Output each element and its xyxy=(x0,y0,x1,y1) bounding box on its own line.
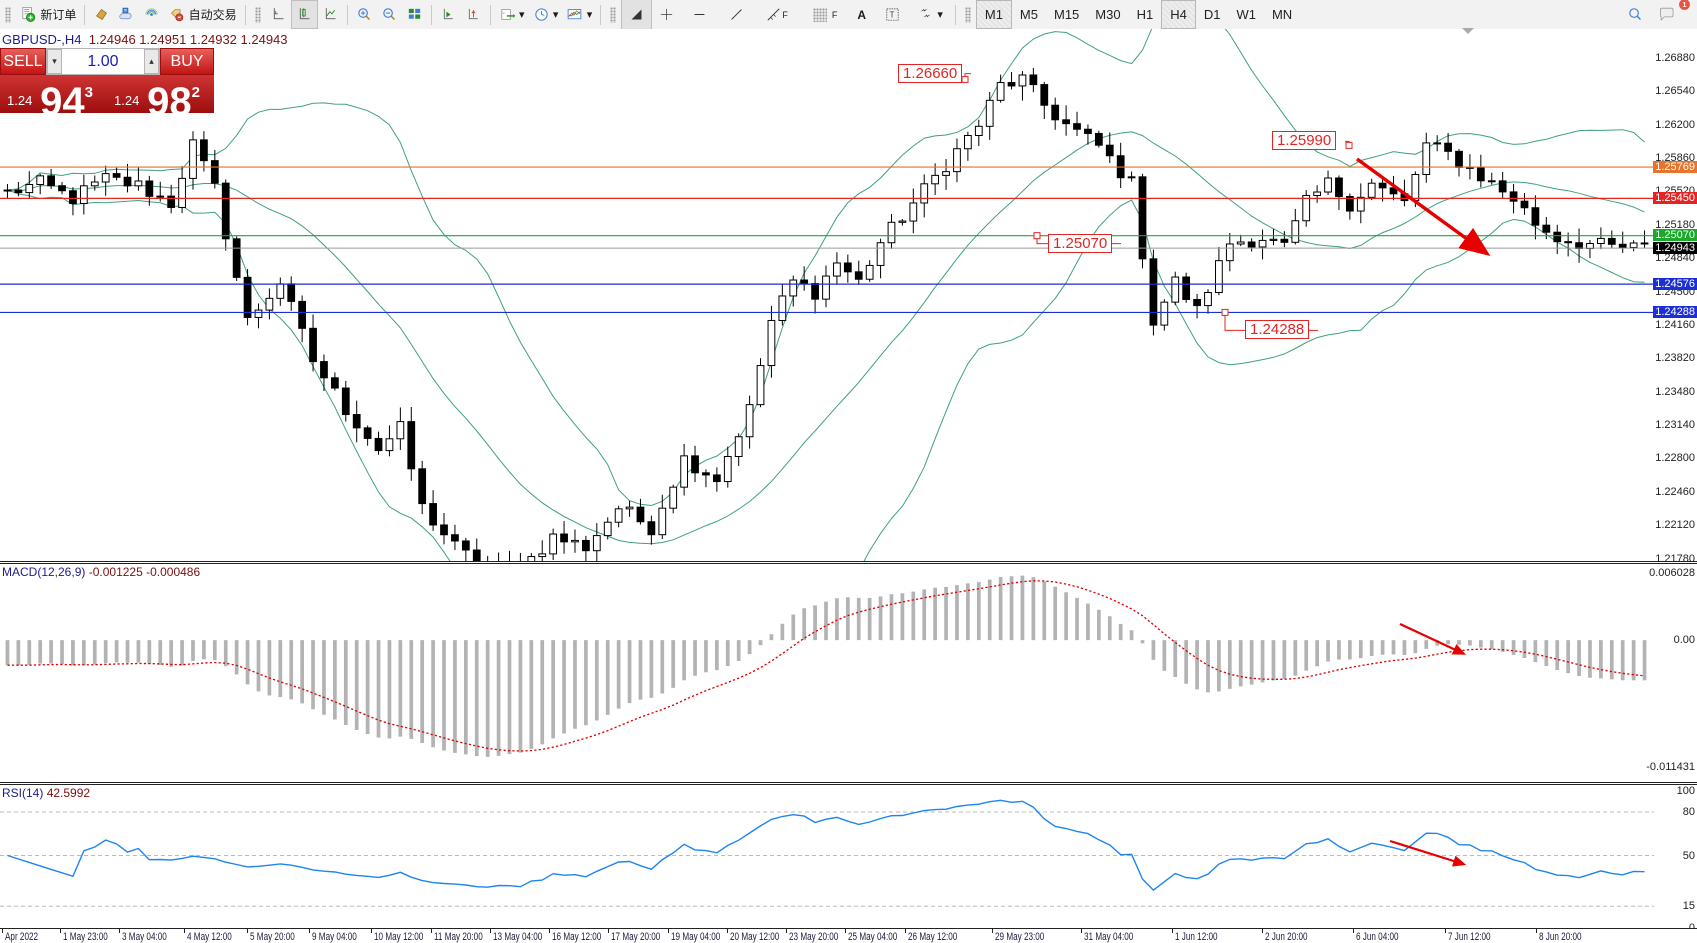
svg-text:T: T xyxy=(890,10,895,19)
svg-text:1: 1 xyxy=(1683,2,1687,9)
